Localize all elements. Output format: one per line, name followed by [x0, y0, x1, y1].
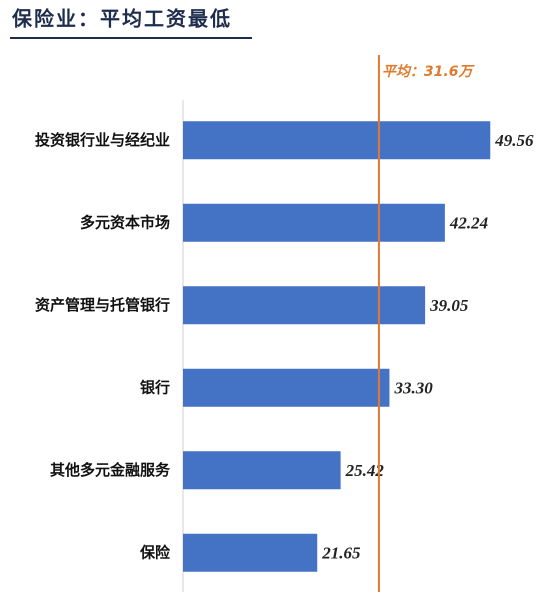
bar	[183, 533, 318, 572]
value-label: 33.30	[393, 379, 433, 398]
value-label: 21.65	[321, 544, 361, 563]
category-label: 银行	[140, 378, 170, 396]
chart-title: 保险业：平均工资最低	[11, 7, 232, 31]
category-label: 投资银行业与经纪业	[35, 131, 170, 149]
value-label: 25.42	[345, 461, 385, 480]
category-label: 其他多元金融服务	[50, 461, 171, 479]
bar	[183, 286, 426, 325]
bar	[183, 203, 445, 242]
value-label: 42.24	[449, 214, 488, 233]
category-label: 多元资本市场	[80, 213, 170, 231]
value-label: 49.56	[494, 131, 534, 150]
category-label: 资产管理与托管银行	[35, 296, 170, 314]
bar	[183, 368, 390, 407]
average-label: 平均：31.6万	[382, 63, 476, 80]
bar	[183, 121, 491, 160]
bar	[183, 451, 341, 490]
category-label: 保险	[139, 543, 171, 561]
value-label: 39.05	[429, 296, 469, 315]
